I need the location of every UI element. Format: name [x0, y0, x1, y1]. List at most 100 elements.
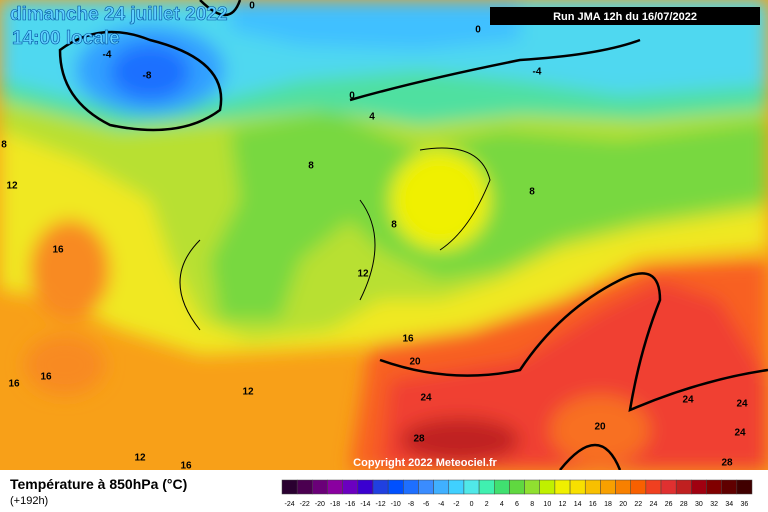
scale-label: 34 [725, 501, 733, 508]
date: dimanche 24 juillet 2022 [10, 4, 228, 25]
scale-swatch [721, 479, 738, 495]
scale-swatch [539, 479, 556, 495]
contour-label: -4 [533, 67, 542, 78]
scale-label: -24 [285, 501, 295, 508]
contour-label: 24 [734, 428, 746, 439]
contour-label: 8 [391, 220, 397, 231]
scale-label: 18 [604, 501, 612, 508]
contour-label: 20 [594, 422, 606, 433]
contour-label: 24 [682, 395, 694, 406]
scale-swatch [433, 479, 450, 495]
scale-label: 32 [710, 501, 718, 508]
scale-swatch [281, 479, 298, 495]
scale-swatch [463, 479, 480, 495]
scale-swatch [675, 479, 692, 495]
contour-label: 16 [8, 379, 20, 390]
scale-label: -10 [391, 501, 401, 508]
scale-label: -8 [408, 501, 414, 508]
scale-swatch [296, 479, 313, 495]
scale-swatch [736, 479, 753, 495]
contour-label: 28 [721, 458, 733, 469]
scale-swatch [403, 479, 419, 495]
scale-label: 16 [589, 501, 597, 508]
scale-label: 20 [619, 501, 627, 508]
scale-label: 6 [515, 501, 519, 508]
scale-label: 14 [574, 501, 582, 508]
scale-label: 2 [485, 501, 489, 508]
scale-swatch [600, 479, 616, 495]
contour-label: 8 [529, 187, 535, 198]
contour-label: 12 [134, 453, 146, 464]
contour-label: 24 [420, 393, 432, 404]
scale-swatch [706, 479, 722, 495]
contour-label: 8 [308, 161, 314, 172]
scale-label: -4 [438, 501, 444, 508]
scale-label: -2 [453, 501, 459, 508]
contour-label: 4 [369, 112, 375, 123]
scale-swatch [660, 479, 677, 495]
scale-label: 4 [500, 501, 504, 508]
scale-label: 10 [543, 501, 551, 508]
contour-label: -8 [143, 71, 152, 82]
scale-swatch [327, 479, 343, 495]
scale-label: 36 [741, 501, 749, 508]
scale-label: 8 [530, 501, 534, 508]
scale-swatch [554, 479, 571, 495]
scale-swatch [418, 479, 434, 495]
scale-swatch [448, 479, 465, 495]
contour-label: 16 [402, 334, 414, 345]
run-box [490, 7, 760, 25]
scale-label: -12 [375, 501, 385, 508]
scale-label: 24 [650, 501, 658, 508]
contour-label: 12 [357, 269, 369, 280]
contour-label: 0 [475, 25, 481, 36]
contour-label: 28 [413, 434, 425, 445]
contour-label: 16 [180, 461, 192, 472]
scale-swatch [630, 479, 647, 495]
scale-swatch [509, 479, 525, 495]
scale-label: 26 [665, 501, 673, 508]
scale-swatch [372, 479, 389, 495]
lead-time: (+192h) [10, 495, 48, 507]
scale-swatch [524, 479, 540, 495]
scale-label: -22 [300, 501, 310, 508]
scale-swatch [569, 479, 586, 495]
scale-label: -16 [345, 501, 355, 508]
contour-label: 12 [242, 387, 254, 398]
contour-label: 16 [40, 372, 52, 383]
scale-label: -20 [315, 501, 325, 508]
time: 14:00 locale [12, 28, 120, 49]
contour-label: 16 [52, 245, 64, 256]
scale-swatch [478, 479, 495, 495]
scale-label: 22 [634, 501, 642, 508]
scale-label: -18 [330, 501, 340, 508]
scale-label: 0 [470, 501, 474, 508]
scale-label: 30 [695, 501, 703, 508]
run-info: Run JMA 12h du 16/07/2022 [553, 11, 697, 23]
scale-label: -14 [360, 501, 370, 508]
contour-label: -4 [103, 50, 112, 61]
scale-swatch [342, 479, 359, 495]
scale-label: -6 [423, 501, 429, 508]
contour-label: 24 [736, 399, 748, 410]
contour-label: 20 [409, 357, 421, 368]
contour-label: 8 [1, 140, 7, 151]
scale-swatch [615, 479, 631, 495]
scale-swatch [494, 479, 510, 495]
scale-swatch [387, 479, 404, 495]
scale-label: 12 [559, 501, 567, 508]
contour-label: 0 [249, 1, 255, 12]
scale-swatch [312, 479, 328, 495]
legend-title: Température à 850hPa (°C) [10, 476, 187, 492]
contour-label: 12 [6, 181, 18, 192]
scale-swatch [691, 479, 707, 495]
scale-swatch [584, 479, 601, 495]
copyright: Copyright 2022 Meteociel.fr [353, 457, 497, 469]
contour-label: 0 [349, 91, 355, 102]
scale-swatch [645, 479, 662, 495]
scale-swatch [357, 479, 374, 495]
scale-label: 28 [680, 501, 688, 508]
temperature-field [0, 0, 768, 471]
